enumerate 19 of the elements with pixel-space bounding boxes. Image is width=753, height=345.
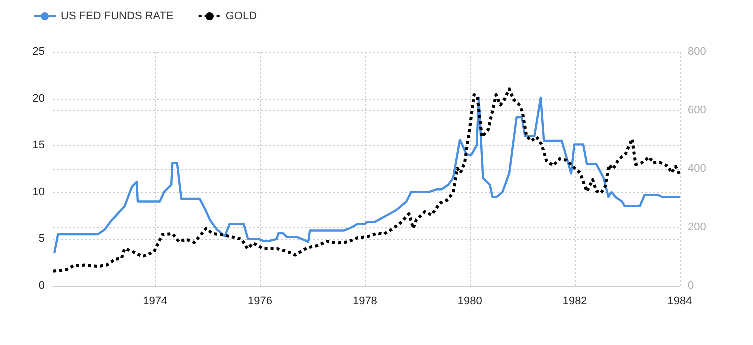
x-tick-label: 1976 <box>248 296 272 308</box>
y2-tick-label: 600 <box>688 104 706 116</box>
legend-label: GOLD <box>226 10 258 22</box>
y2-tick-label: 0 <box>688 280 694 292</box>
x-tick-label: 1974 <box>143 296 168 308</box>
y-tick-label: 10 <box>32 186 45 198</box>
x-tick-label: 1980 <box>458 296 482 308</box>
x-tick-label: 1978 <box>352 296 378 308</box>
y-tick-label: 5 <box>38 233 45 246</box>
y-tick-label: 20 <box>32 92 45 105</box>
y-tick-label: 15 <box>32 140 45 152</box>
y2-tick-label: 200 <box>688 222 706 234</box>
y-tick-label: 25 <box>32 46 45 58</box>
legend-label: US FED FUNDS RATE <box>61 10 174 22</box>
y2-tick-label: 400 <box>688 163 706 175</box>
y2-tick-label: 800 <box>688 46 706 58</box>
x-tick-label: 1984 <box>668 296 692 308</box>
x-tick-label: 1982 <box>562 296 588 308</box>
y-tick-label: 0 <box>38 280 45 292</box>
